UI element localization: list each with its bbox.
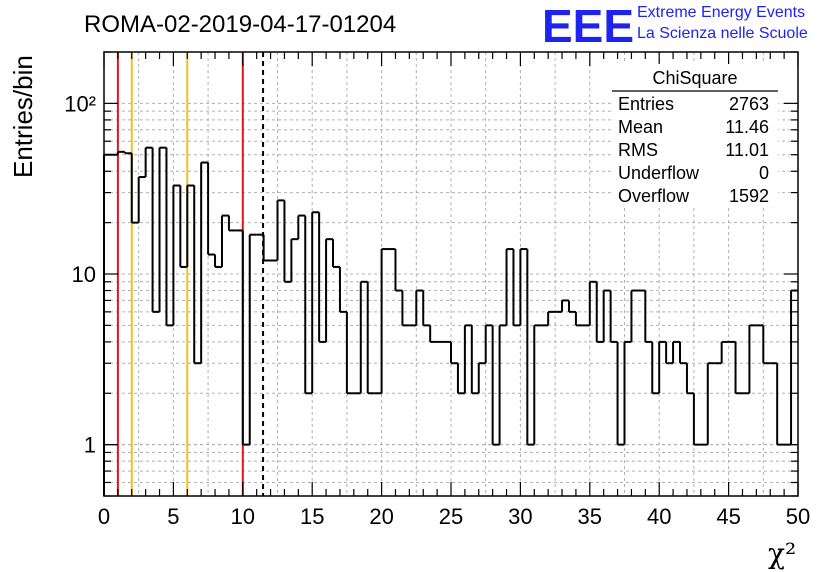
x-tick-label: 45 <box>716 504 740 529</box>
x-tick-label: 50 <box>786 504 810 529</box>
x-tick-label: 15 <box>300 504 324 529</box>
stats-box-background <box>612 64 778 208</box>
stats-label-rms: RMS <box>618 140 658 160</box>
stats-label-underflow: Underflow <box>618 163 700 183</box>
x-tick-label: 25 <box>439 504 463 529</box>
x-tick-labels: 0 5 10 15 20 25 30 35 40 45 50 <box>98 504 810 529</box>
x-tick-label: 10 <box>231 504 255 529</box>
stats-box-title: ChiSquare <box>652 68 737 88</box>
stats-value-underflow: 0 <box>759 163 769 183</box>
y-tick-label: 1 <box>84 433 96 458</box>
histogram-series <box>103 146 798 496</box>
stats-value-entries: 2763 <box>729 94 769 114</box>
x-tick-label: 5 <box>167 504 179 529</box>
x-tick-label: 30 <box>508 504 532 529</box>
eee-logo: EEE <box>542 0 634 52</box>
logo-subtitle-line1: Extreme Energy Events <box>637 4 805 21</box>
stats-box: ChiSquare Entries 2763 Mean 11.46 RMS 11… <box>612 64 778 208</box>
x-tick-label: 0 <box>98 504 110 529</box>
x-tick-label: 40 <box>647 504 671 529</box>
y-tick-label: 10 <box>72 262 96 287</box>
logo-subtitle-line2: La Scienza nelle Scuole <box>637 25 808 42</box>
x-axis-label: χ² <box>768 537 796 570</box>
y-tick-label: 10² <box>64 91 96 116</box>
stats-value-rms: 11.01 <box>725 140 769 160</box>
axes-frame <box>103 51 799 497</box>
x-tick-label: 35 <box>578 504 602 529</box>
run-title: ROMA-02-2019-04-17-01204 <box>84 11 396 38</box>
x-tick-label: 20 <box>369 504 393 529</box>
stats-label-entries: Entries <box>618 94 674 114</box>
stats-value-overflow: 1592 <box>729 186 769 206</box>
y-tick-labels: 1 10 10² <box>64 91 96 457</box>
stats-value-mean: 11.46 <box>725 117 769 137</box>
stats-label-mean: Mean <box>618 117 663 137</box>
stats-label-overflow: Overflow <box>618 186 690 206</box>
y-axis-label: Entries/bin <box>8 55 38 178</box>
